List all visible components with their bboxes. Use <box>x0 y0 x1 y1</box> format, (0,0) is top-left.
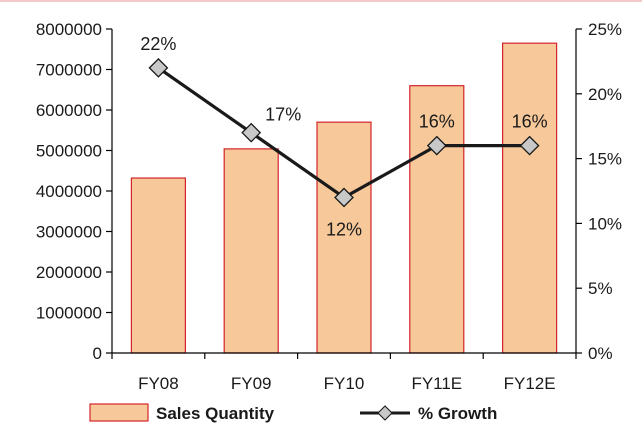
left-tick-label: 6000000 <box>36 101 102 120</box>
axes-layer: 0 1000000 2000000 3000000 4000000 5000000 6000… <box>36 20 622 393</box>
growth-data-label: 16% <box>512 112 548 132</box>
growth-marker-fy10 <box>334 187 354 208</box>
legend-item-sales-quantity: Sales Quantity <box>89 403 275 423</box>
left-tick-label: 7000000 <box>36 61 102 80</box>
bar-fy09 <box>223 148 279 354</box>
left-tick-label: 3000000 <box>36 223 102 242</box>
x-tick-label: FY09 <box>231 374 272 393</box>
legend-marker-growth <box>377 405 393 421</box>
legend-item-growth: % Growth <box>360 404 497 423</box>
left-tick-label: 1000000 <box>36 304 102 323</box>
left-tick-label: 4000000 <box>36 182 102 201</box>
bar-fy08 <box>130 177 186 354</box>
right-tick-label: 5% <box>588 279 613 298</box>
growth-marker-fy11e <box>426 135 447 156</box>
right-tick-label: 10% <box>588 214 622 233</box>
legend: Sales Quantity % Growth <box>89 403 497 423</box>
x-tick-label: FY11E <box>411 374 462 393</box>
growth-line-layer <box>148 57 540 208</box>
growth-data-label: 17% <box>265 105 301 125</box>
x-tick-label: FY12E <box>504 374 556 393</box>
bars-layer <box>130 42 558 354</box>
growth-data-label: 12% <box>326 219 362 239</box>
growth-data-label: 16% <box>419 112 455 132</box>
top-border <box>0 0 642 2</box>
right-tick-label: 0% <box>588 344 613 363</box>
growth-marker-fy12e <box>519 135 540 156</box>
legend-label-growth: % Growth <box>418 404 497 423</box>
bar-fy12e <box>502 42 558 354</box>
x-tick-label: FY10 <box>324 374 365 393</box>
left-tick-label: 2000000 <box>36 263 102 282</box>
right-tick-label: 20% <box>588 85 622 104</box>
x-tick-label: FY08 <box>138 374 179 393</box>
legend-swatch-sales-quantity <box>89 403 149 422</box>
legend-label-sales-quantity: Sales Quantity <box>156 404 275 423</box>
growth-marker-fy09 <box>241 122 262 143</box>
growth-marker-fy08 <box>148 57 169 78</box>
left-tick-label: 8000000 <box>36 20 102 39</box>
growth-data-label: 22% <box>140 34 176 54</box>
left-tick-label: 5000000 <box>36 142 102 161</box>
right-tick-label: 25% <box>588 20 622 39</box>
labels-layer: 22% 17% 12% 16% 16% <box>140 34 547 240</box>
bar-fy10 <box>316 121 372 354</box>
right-tick-label: 15% <box>588 150 622 169</box>
left-tick-label: 0 <box>93 344 102 363</box>
